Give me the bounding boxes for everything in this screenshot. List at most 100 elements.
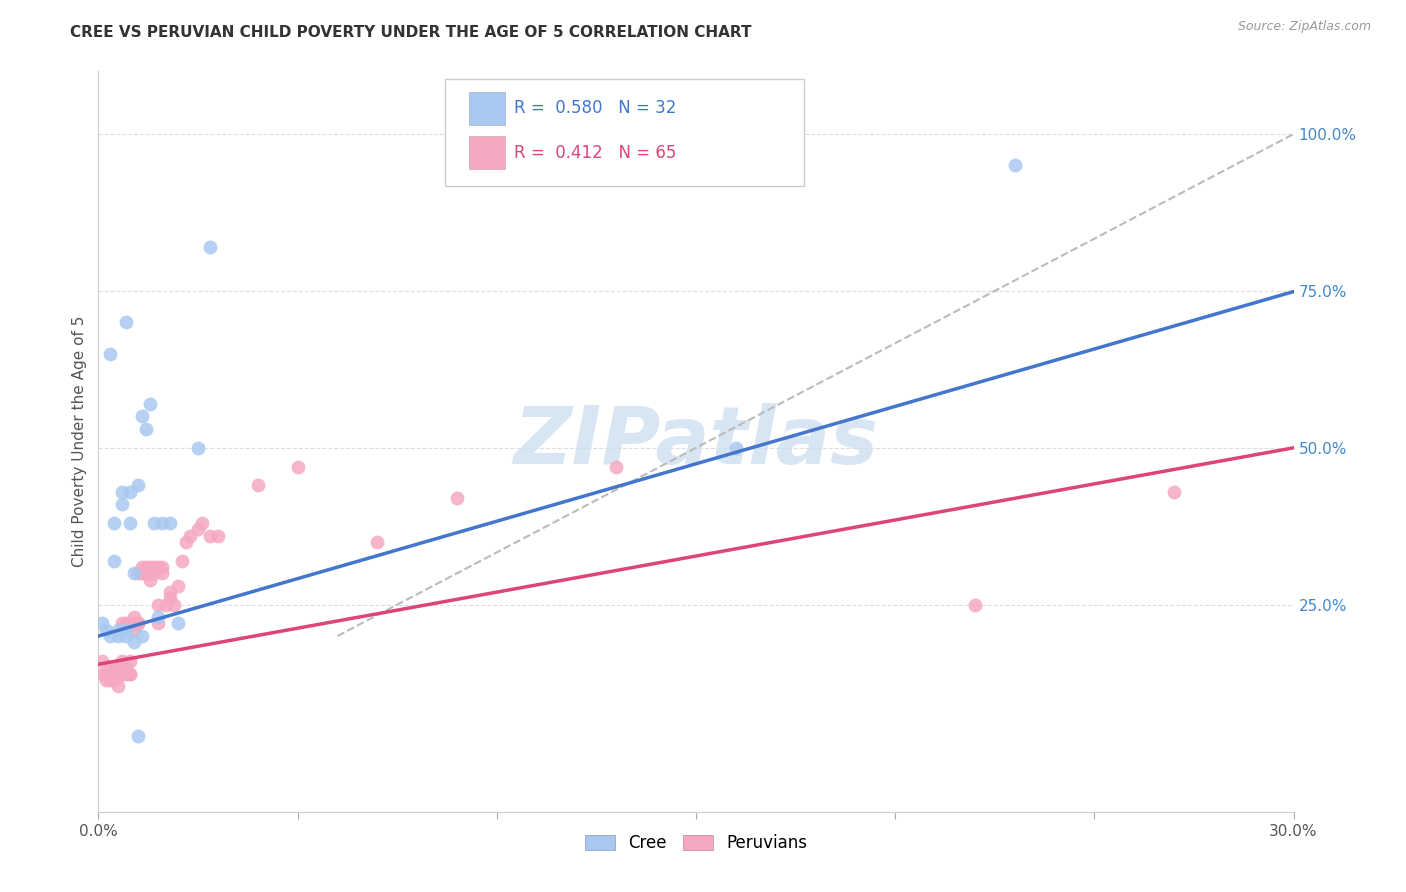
Point <box>120 516 142 530</box>
Point <box>139 566 162 581</box>
Text: R =  0.412   N = 65: R = 0.412 N = 65 <box>515 144 676 161</box>
Point <box>150 566 173 581</box>
Point <box>150 560 173 574</box>
Point <box>159 585 181 599</box>
Point <box>135 566 157 581</box>
Point <box>159 591 181 606</box>
Point <box>98 673 122 687</box>
Point <box>103 516 125 530</box>
Point <box>111 616 134 631</box>
Point <box>103 666 125 681</box>
Point <box>148 598 170 612</box>
Point <box>107 666 129 681</box>
Point <box>174 535 197 549</box>
Point <box>139 397 162 411</box>
FancyBboxPatch shape <box>470 136 505 169</box>
Point <box>120 666 142 681</box>
Point <box>107 623 129 637</box>
Point <box>115 666 138 681</box>
Point <box>366 535 388 549</box>
Point <box>135 566 157 581</box>
FancyBboxPatch shape <box>470 92 505 125</box>
Point <box>724 441 747 455</box>
Point <box>246 478 269 492</box>
Point <box>107 660 129 674</box>
Point <box>287 459 309 474</box>
Point <box>103 554 125 568</box>
Point <box>98 666 122 681</box>
Point <box>155 598 177 612</box>
Point <box>446 491 468 505</box>
Point <box>127 616 149 631</box>
Point <box>207 529 229 543</box>
FancyBboxPatch shape <box>446 78 804 186</box>
Y-axis label: Child Poverty Under the Age of 5: Child Poverty Under the Age of 5 <box>72 316 87 567</box>
Point <box>1004 159 1026 173</box>
Point <box>111 497 134 511</box>
Point <box>963 598 986 612</box>
Point <box>98 347 122 361</box>
Point <box>131 629 153 643</box>
Point <box>135 422 157 436</box>
Point <box>120 666 142 681</box>
Point <box>172 554 194 568</box>
Point <box>131 566 153 581</box>
Point <box>91 654 114 668</box>
Point <box>98 629 122 643</box>
Point <box>115 629 138 643</box>
Point <box>124 623 146 637</box>
Point <box>127 478 149 492</box>
Point <box>91 666 114 681</box>
Point <box>120 654 142 668</box>
Point <box>1163 484 1185 499</box>
Text: R =  0.580   N = 32: R = 0.580 N = 32 <box>515 99 676 118</box>
Point <box>91 616 114 631</box>
Point <box>179 529 201 543</box>
Point <box>143 560 166 574</box>
Point <box>111 484 134 499</box>
Point <box>167 616 190 631</box>
Point <box>115 660 138 674</box>
Point <box>131 409 153 424</box>
Point <box>143 516 166 530</box>
Point <box>148 616 170 631</box>
Point <box>120 484 142 499</box>
Point <box>98 660 122 674</box>
Point <box>198 240 221 254</box>
Point <box>96 666 118 681</box>
Point <box>107 666 129 681</box>
Text: ZIPatlas: ZIPatlas <box>513 402 879 481</box>
Point <box>187 522 209 536</box>
Point <box>148 560 170 574</box>
Point <box>124 566 146 581</box>
Point <box>163 598 186 612</box>
Point <box>131 560 153 574</box>
Point <box>127 616 149 631</box>
Point <box>124 635 146 649</box>
Point <box>103 673 125 687</box>
Point <box>198 529 221 543</box>
Point <box>111 666 134 681</box>
Point <box>115 623 138 637</box>
Point <box>103 660 125 674</box>
Point <box>127 730 149 744</box>
Point <box>111 666 134 681</box>
Point <box>139 573 162 587</box>
Point <box>191 516 214 530</box>
Point <box>124 610 146 624</box>
Text: Source: ZipAtlas.com: Source: ZipAtlas.com <box>1237 20 1371 33</box>
Point <box>605 459 627 474</box>
Point <box>111 654 134 668</box>
Point <box>96 623 118 637</box>
Point <box>187 441 209 455</box>
Point <box>115 315 138 329</box>
Point <box>124 616 146 631</box>
Point <box>98 666 122 681</box>
Point <box>167 579 190 593</box>
Point <box>150 516 173 530</box>
Point <box>159 516 181 530</box>
Point <box>139 560 162 574</box>
Point <box>107 629 129 643</box>
Point <box>127 566 149 581</box>
Point <box>143 566 166 581</box>
